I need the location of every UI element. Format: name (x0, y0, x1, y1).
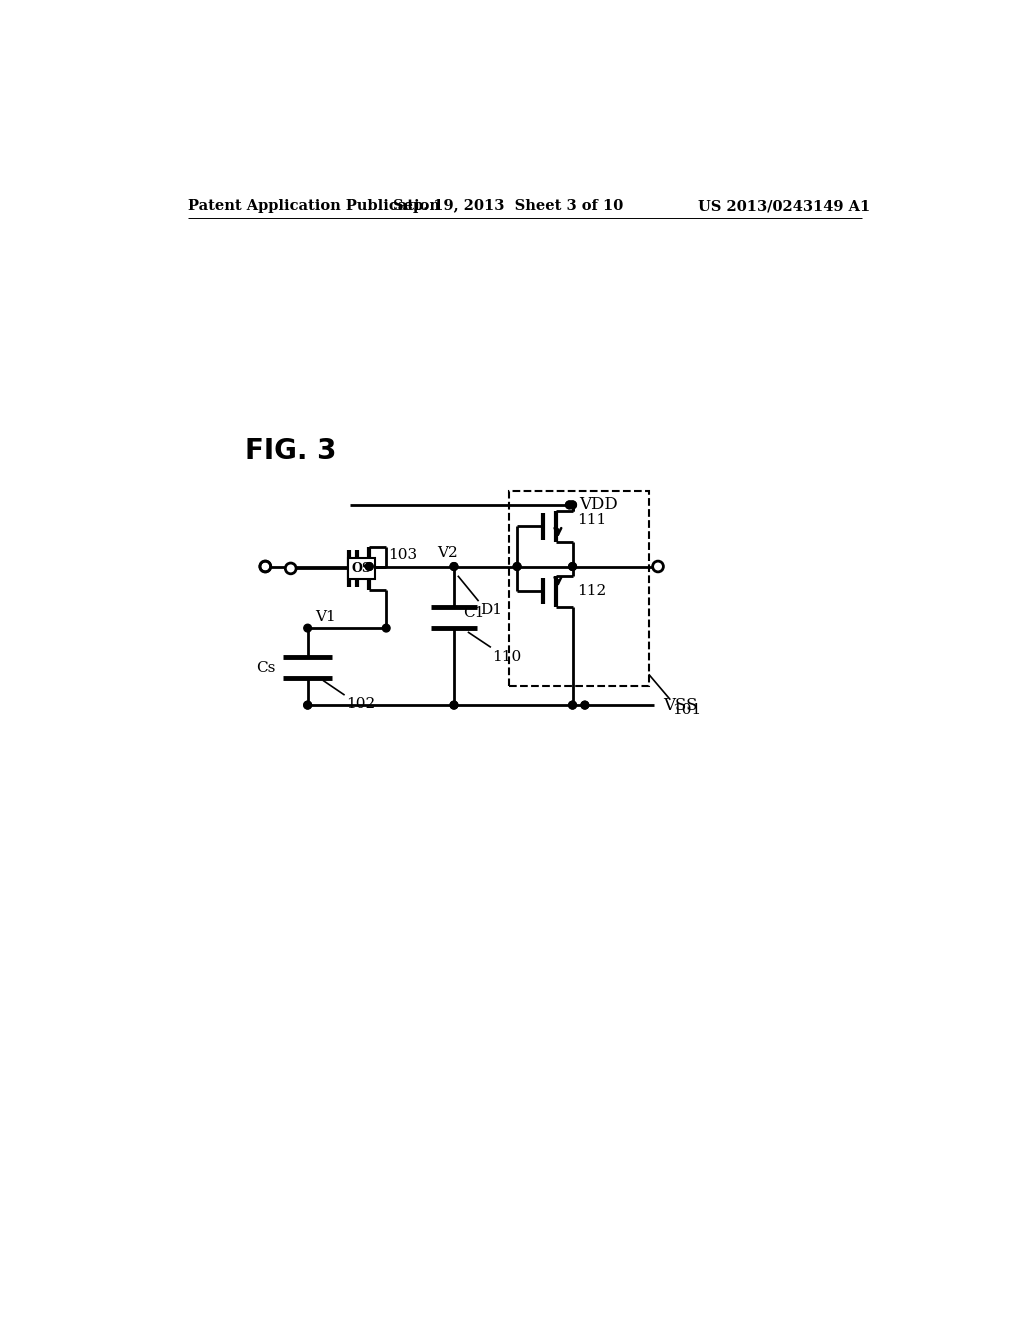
Text: VDD: VDD (579, 496, 617, 513)
Circle shape (286, 564, 296, 574)
Text: OS: OS (351, 562, 372, 576)
Circle shape (366, 562, 373, 570)
Circle shape (568, 562, 577, 570)
Circle shape (366, 562, 373, 570)
Circle shape (451, 701, 458, 709)
Circle shape (565, 502, 573, 508)
Text: Cs: Cs (256, 661, 275, 675)
Circle shape (451, 562, 458, 570)
Circle shape (260, 561, 270, 572)
Circle shape (304, 701, 311, 709)
Circle shape (581, 701, 589, 709)
Text: 111: 111 (578, 513, 606, 527)
Text: 103: 103 (388, 548, 418, 561)
Text: 101: 101 (672, 702, 701, 717)
Text: V1: V1 (315, 610, 336, 623)
Text: 112: 112 (578, 585, 606, 598)
Circle shape (581, 701, 589, 709)
Text: VSS: VSS (664, 697, 698, 714)
Circle shape (568, 701, 577, 709)
Text: 102: 102 (346, 697, 376, 711)
Circle shape (568, 701, 577, 709)
Circle shape (513, 562, 521, 570)
Text: V2: V2 (437, 545, 458, 560)
Text: 110: 110 (493, 649, 521, 664)
Circle shape (451, 562, 458, 570)
Bar (509, 491, 649, 686)
Text: Patent Application Publication: Patent Application Publication (188, 199, 440, 213)
Circle shape (304, 624, 311, 632)
Bar (348, 557, 376, 579)
Circle shape (565, 502, 573, 508)
Circle shape (513, 562, 521, 570)
Circle shape (382, 624, 390, 632)
Text: Sep. 19, 2013  Sheet 3 of 10: Sep. 19, 2013 Sheet 3 of 10 (393, 199, 623, 213)
Circle shape (568, 502, 577, 508)
Text: D1: D1 (480, 603, 502, 618)
Circle shape (304, 701, 311, 709)
Circle shape (568, 562, 577, 570)
Circle shape (260, 561, 270, 572)
Circle shape (652, 561, 664, 572)
Circle shape (568, 502, 577, 508)
Text: FIG. 3: FIG. 3 (245, 437, 336, 465)
Text: US 2013/0243149 A1: US 2013/0243149 A1 (697, 199, 869, 213)
Text: C1: C1 (463, 606, 484, 619)
Circle shape (451, 701, 458, 709)
